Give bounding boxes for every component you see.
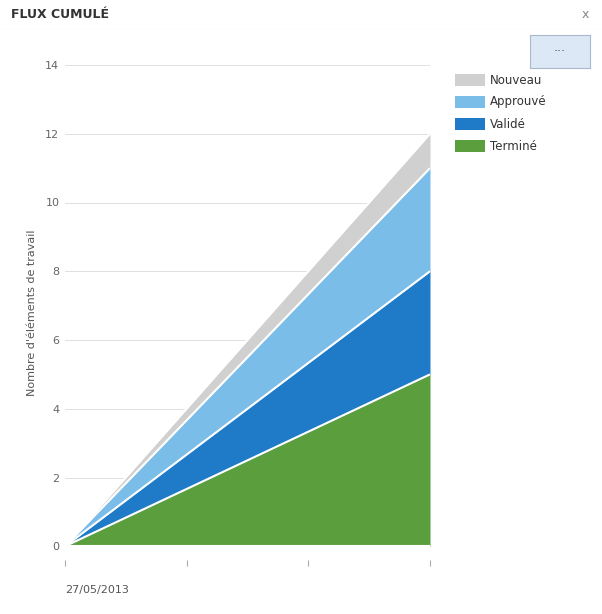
Text: Approuvé: Approuvé — [490, 96, 547, 109]
Text: ···: ··· — [554, 45, 566, 58]
Text: Nouveau: Nouveau — [490, 74, 542, 87]
Text: FLUX CUMULÉ: FLUX CUMULÉ — [11, 9, 109, 21]
Text: 27/05/2013: 27/05/2013 — [65, 585, 129, 595]
Text: Terminé: Terminé — [490, 139, 537, 152]
Text: x: x — [582, 9, 589, 21]
Text: Validé: Validé — [490, 117, 526, 131]
Y-axis label: Nombre d'éléments de travail: Nombre d'éléments de travail — [27, 229, 37, 396]
